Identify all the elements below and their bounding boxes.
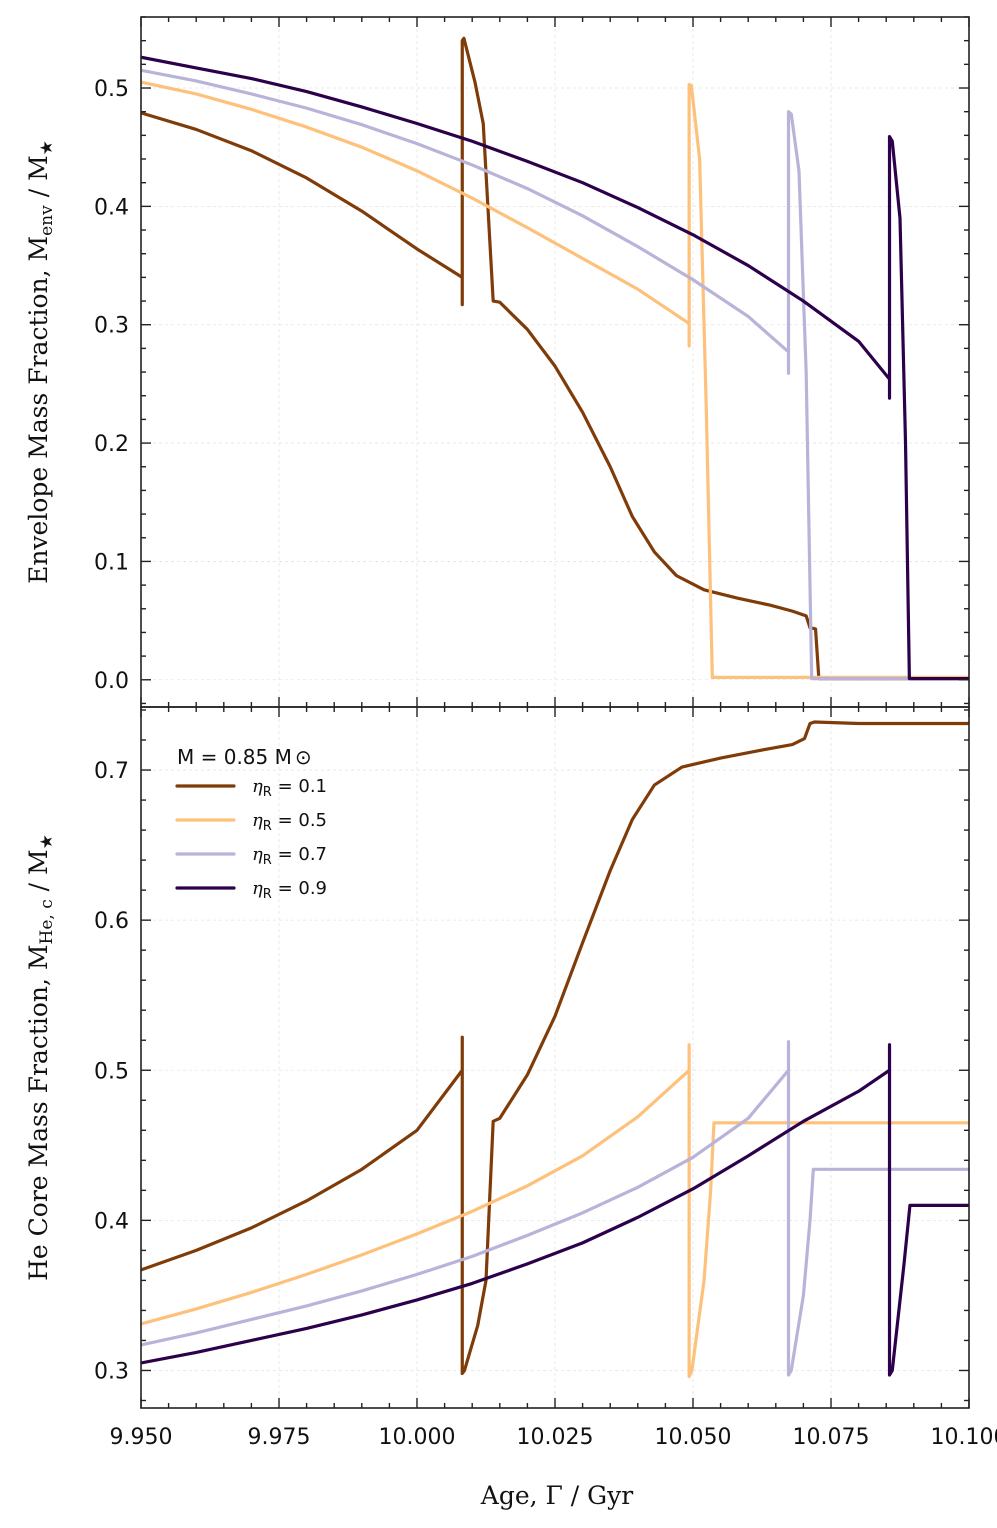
envelope-mass-panel: 0.0 0.1 0.2 0.3 0.4 0.5 Envelope Mass Fraction… (24, 16, 970, 708)
legend-value: = 0.1 (272, 776, 327, 797)
y-axis-label-sub: He, c (37, 899, 57, 944)
legend-eta: η (252, 844, 263, 865)
y-axis-label: He Core Mass Fraction, MHe, c / M★ (24, 834, 57, 1281)
y-tick-label: 0.4 (94, 1209, 129, 1234)
y-tick-label: 0.4 (94, 195, 129, 220)
y-tick-label: 0.5 (94, 77, 129, 102)
legend-entry: ηR = 0.5 (175, 810, 327, 834)
series-line-eta-07 (141, 68, 969, 681)
y-tick-label: 0.3 (94, 314, 129, 339)
series-line-eta-09 (141, 1043, 969, 1377)
y-axis-label-tail: / M (24, 849, 53, 899)
legend-eta-sub: R (263, 785, 272, 800)
series-group (141, 720, 969, 1379)
x-tick-label: 10.100 (931, 1425, 997, 1450)
legend-title-main: M = 0.85 M (177, 745, 292, 769)
series-line-eta-01 (141, 36, 969, 681)
legend-entry: ηR = 0.9 (175, 878, 327, 902)
y-axis-label-main: He Core Mass Fraction, M (24, 944, 53, 1280)
y-axis-label-tail: / M (24, 155, 53, 205)
grid-lines (140, 17, 970, 707)
series-line-eta-01 (141, 720, 969, 1376)
series-line-eta-05 (141, 1043, 969, 1379)
legend-eta-sub: R (263, 819, 272, 834)
legend-eta: η (252, 810, 263, 831)
x-tick-label: 10.075 (793, 1425, 870, 1450)
legend-eta-sub: R (263, 887, 272, 902)
series-group (141, 36, 969, 681)
legend-eta: η (252, 776, 263, 797)
x-tick-label: 9.975 (248, 1425, 311, 1450)
y-tick-label: 0.0 (94, 669, 129, 694)
y-tick-labels: 0.3 0.4 0.5 0.6 0.7 (94, 759, 129, 1384)
legend-title-sun: ⊙ (295, 745, 312, 769)
legend-value: = 0.9 (272, 878, 327, 899)
he-core-mass-panel: 0.3 0.4 0.5 0.6 0.7 9.950 9.975 10.000 10.025 10.… (24, 706, 997, 1450)
series-line-eta-09 (141, 55, 969, 681)
legend-title: M = 0.85 M ⊙ (177, 745, 312, 769)
y-tick-label: 0.3 (94, 1359, 129, 1384)
legend-entry: ηR = 0.7 (175, 844, 327, 868)
legend-label: ηR = 0.5 (252, 810, 327, 834)
x-tick-label: 10.025 (517, 1425, 594, 1450)
x-axis-label: Age, Γ / Gyr (480, 1481, 634, 1510)
y-tick-label: 0.5 (94, 1059, 129, 1084)
x-tick-label: 9.950 (110, 1425, 173, 1450)
x-axis-label-group: Age, Γ / Gyr (480, 1481, 634, 1510)
y-tick-labels: 0.0 0.1 0.2 0.3 0.4 0.5 (94, 77, 129, 694)
y-tick-label: 0.1 (94, 550, 129, 575)
plot-frame (140, 706, 970, 1409)
grid-lines (140, 707, 970, 1408)
legend-label: ηR = 0.9 (252, 878, 327, 902)
x-tick-labels: 9.950 9.975 10.000 10.025 10.050 10.075 10.100 (110, 1425, 997, 1450)
y-axis-label-main: Envelope Mass Fraction, M (24, 236, 53, 584)
legend-label: ηR = 0.1 (252, 776, 327, 800)
x-tick-label: 10.050 (655, 1425, 732, 1450)
legend-eta: η (252, 878, 263, 899)
y-tick-label: 0.2 (94, 432, 129, 457)
x-tick-label: 10.000 (379, 1425, 456, 1450)
axis-ticks (140, 16, 970, 707)
y-axis-label-sub: env (37, 205, 57, 236)
y-axis-label: Envelope Mass Fraction, Menv / M★ (24, 140, 57, 584)
series-line-eta-05 (141, 80, 969, 680)
legend-eta-sub: R (263, 853, 272, 868)
y-tick-label: 0.7 (94, 759, 129, 784)
legend-label: ηR = 0.7 (252, 844, 327, 868)
legend-value: = 0.5 (272, 810, 327, 831)
y-tick-label: 0.6 (94, 909, 129, 934)
legend-entry: ηR = 0.1 (175, 776, 327, 800)
series-line-eta-07 (141, 1040, 969, 1377)
y-axis-label-star: ★ (37, 834, 57, 849)
y-axis-label-star: ★ (37, 140, 57, 155)
legend: M = 0.85 M ⊙ηR = 0.1ηR = 0.5ηR = 0.7ηR = … (175, 745, 327, 902)
legend-value: = 0.7 (272, 844, 327, 865)
